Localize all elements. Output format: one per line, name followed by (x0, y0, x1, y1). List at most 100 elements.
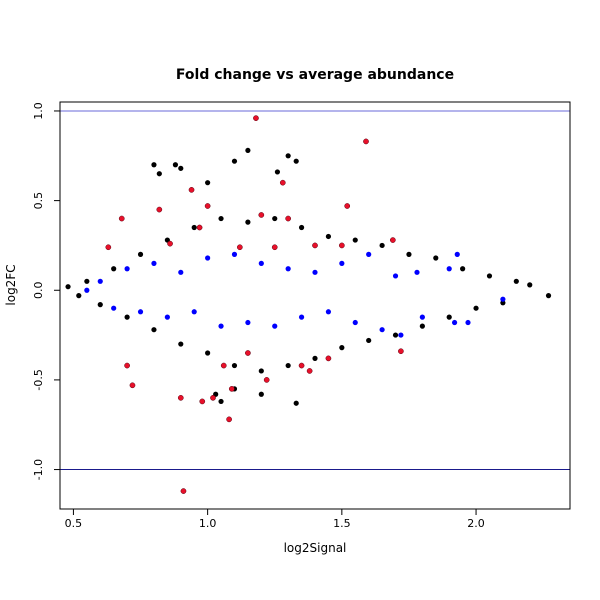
data-point (129, 382, 136, 389)
plot-area-frame (59, 101, 571, 510)
data-point (271, 244, 278, 251)
data-points (65, 115, 552, 494)
data-point (325, 233, 332, 240)
data-point (253, 115, 259, 121)
data-point (231, 362, 238, 369)
data-point (325, 309, 332, 315)
data-point (205, 255, 211, 261)
data-point (65, 284, 71, 290)
y-tick-label: 1.0 (32, 102, 45, 120)
data-point (473, 305, 479, 311)
data-point (285, 266, 291, 272)
data-point (500, 300, 506, 306)
data-point (124, 362, 130, 369)
data-point (446, 266, 452, 272)
data-point (272, 215, 278, 222)
data-point (460, 266, 466, 272)
data-point (199, 398, 206, 405)
x-tick-label: 1.5 (333, 517, 351, 530)
data-point (84, 287, 90, 293)
data-point (196, 224, 203, 231)
data-point (454, 251, 460, 257)
data-point (513, 278, 519, 284)
data-point (151, 162, 157, 168)
data-point (245, 147, 251, 154)
data-point (419, 323, 425, 329)
data-point (111, 305, 117, 311)
data-point (231, 158, 238, 164)
data-point (258, 391, 264, 397)
data-point (245, 350, 251, 356)
data-point (172, 162, 179, 168)
data-point (218, 398, 224, 405)
data-point (433, 255, 439, 261)
data-point (389, 237, 396, 243)
data-point (105, 244, 112, 251)
data-point (398, 348, 404, 355)
data-point (218, 215, 224, 222)
data-point (312, 269, 318, 275)
data-point (406, 251, 412, 257)
data-point (379, 327, 385, 333)
data-point (285, 215, 292, 222)
data-point (180, 488, 187, 494)
data-point (178, 341, 184, 347)
y-tick-label: 0.0 (32, 282, 45, 300)
data-point (366, 251, 372, 257)
data-point (245, 319, 251, 326)
x-tick-label: 1.0 (199, 517, 217, 530)
data-point (218, 323, 224, 329)
data-point (298, 314, 305, 320)
y-tick-label: -1.0 (32, 459, 45, 480)
data-point (124, 266, 130, 272)
data-point (500, 296, 506, 302)
data-point (210, 394, 216, 401)
data-point (191, 309, 197, 315)
data-point (204, 203, 211, 209)
data-point (118, 215, 125, 222)
x-axis: 0.5 1.0 1.5 2.0 (65, 508, 485, 530)
data-point (379, 242, 385, 249)
data-point (414, 269, 420, 275)
data-point (339, 345, 345, 351)
data-point (205, 180, 211, 186)
data-point (366, 337, 372, 344)
x-tick-label: 2.0 (467, 517, 485, 530)
data-point (312, 242, 318, 249)
data-point (167, 240, 173, 247)
data-point (338, 242, 345, 249)
data-point (97, 302, 103, 308)
data-point (97, 278, 103, 284)
data-point (228, 386, 235, 392)
data-point (151, 260, 157, 266)
data-point (137, 251, 144, 257)
data-point (191, 224, 197, 231)
y-axis: -1.0 -0.5 0.0 0.5 1.0 (32, 102, 61, 480)
data-point (446, 314, 452, 320)
data-point (274, 169, 281, 175)
data-point (76, 293, 82, 299)
reference-lines (60, 110, 570, 471)
data-point (188, 187, 195, 193)
data-point (352, 237, 358, 243)
data-point (285, 153, 291, 159)
data-point (258, 260, 264, 266)
data-point (151, 327, 157, 333)
data-point (306, 368, 313, 374)
data-point (177, 394, 184, 401)
data-point (486, 273, 493, 279)
data-point (258, 368, 264, 374)
data-point (279, 179, 286, 186)
y-tick-label: 0.5 (32, 192, 45, 210)
data-point (84, 278, 90, 284)
data-point (419, 314, 425, 320)
data-point (245, 219, 251, 225)
data-point (339, 260, 345, 266)
data-point (226, 416, 232, 423)
x-tick-label: 0.5 (65, 517, 83, 530)
data-point (398, 332, 404, 338)
data-point (220, 362, 227, 369)
data-point (111, 266, 117, 272)
data-point (156, 171, 162, 177)
